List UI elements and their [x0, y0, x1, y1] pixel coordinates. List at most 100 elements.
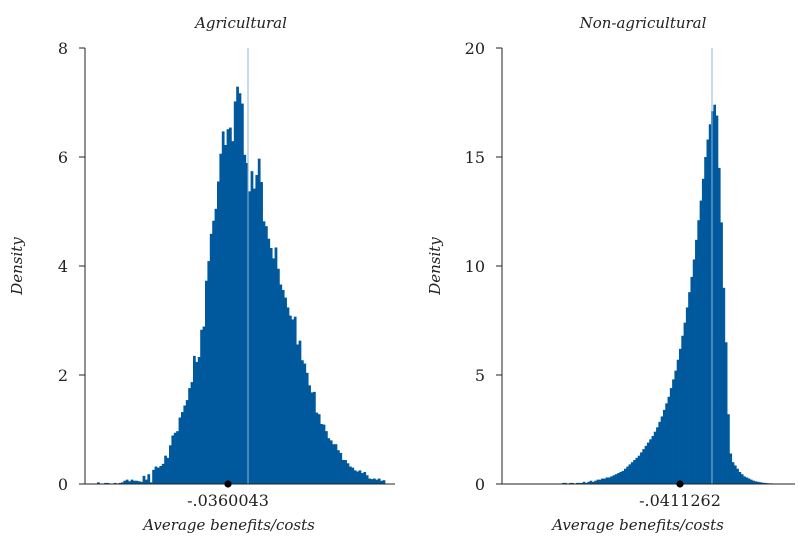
- histogram-bar: [740, 474, 744, 484]
- histogram-bar: [365, 475, 369, 484]
- histogram-bar: [683, 322, 687, 484]
- histogram-bar: [176, 431, 179, 484]
- histogram-bar: [601, 478, 604, 484]
- y-tick-label: 0: [58, 475, 68, 494]
- histogram-bar: [274, 247, 278, 484]
- histogram-bar: [178, 417, 182, 484]
- histogram-bar: [582, 481, 586, 484]
- histogram-bar: [722, 287, 726, 484]
- histogram-bar: [135, 480, 139, 484]
- histogram-bar: [761, 482, 765, 484]
- histogram-bar: [697, 220, 700, 484]
- histogram-bar: [346, 463, 350, 484]
- histogram-bar: [243, 154, 247, 484]
- histogram-bar: [685, 307, 689, 484]
- y-tick-label: 5: [475, 366, 485, 385]
- histogram-bar: [759, 482, 762, 484]
- histogram-bar: [660, 416, 664, 484]
- histogram-bar: [255, 174, 259, 485]
- histogram-bar: [214, 208, 218, 484]
- histogram-bar: [207, 261, 211, 484]
- histogram-bar: [704, 157, 707, 484]
- histogram-bar: [219, 153, 223, 485]
- histogram-bar: [750, 479, 753, 484]
- histogram-bar: [662, 409, 666, 484]
- histogram-bar: [624, 468, 627, 484]
- histogram-bar: [656, 427, 659, 484]
- y-tick-label: 4: [58, 257, 68, 276]
- histogram-bar: [752, 480, 755, 484]
- histogram-bar: [286, 307, 290, 484]
- histogram-bar: [644, 445, 648, 484]
- histogram-bar: [97, 482, 100, 484]
- histogram-bar: [238, 93, 242, 485]
- histogram-bar: [633, 460, 636, 484]
- y-tick-label: 10: [465, 257, 485, 276]
- histogram-bar: [231, 141, 235, 484]
- histogram-bar: [734, 465, 737, 484]
- histogram-bar: [229, 127, 232, 484]
- histogram-bar: [617, 473, 620, 484]
- histogram-bar: [628, 464, 632, 484]
- histogram-bar: [569, 482, 572, 484]
- x-tick-label-agricultural: -.0360043: [187, 491, 269, 510]
- histogram-bar: [329, 440, 333, 484]
- histogram-bar: [361, 473, 364, 484]
- histogram-bar: [669, 388, 673, 484]
- y-axis-label-non-agricultural: Density: [426, 237, 444, 296]
- histogram-bar: [140, 481, 143, 484]
- histogram-bar: [315, 412, 319, 484]
- histogram-bar: [236, 86, 239, 484]
- histogram-bar: [154, 466, 158, 484]
- histogram-bar: [320, 424, 323, 484]
- histogram-bar: [217, 181, 220, 484]
- histogram-bar: [605, 477, 609, 484]
- histogram-bar: [344, 460, 347, 484]
- histogram-bar: [717, 167, 721, 484]
- histogram-bar: [193, 355, 196, 484]
- histogram-bar: [610, 476, 613, 484]
- histogram-bar: [763, 482, 767, 484]
- x-axis-label-non-agricultural: Average benefits/costs: [550, 516, 724, 534]
- histogram-bar: [626, 466, 629, 484]
- histogram-bar: [695, 239, 698, 484]
- histogram-bar: [368, 478, 371, 484]
- histogram-bar: [202, 326, 206, 484]
- histogram-bar: [241, 103, 244, 484]
- histogram-bar: [564, 482, 568, 484]
- histogram-bar: [169, 445, 172, 484]
- histogram-bar: [262, 221, 266, 484]
- histogram-bar: [713, 104, 717, 485]
- histogram-bar: [667, 396, 671, 484]
- histogram-bar: [332, 444, 335, 484]
- histogram-bar: [676, 359, 680, 484]
- panel-agricultural: Agricultural Density 0 2 4 6 8 -.0360043 Ave…: [8, 14, 395, 534]
- histogram-bar: [382, 480, 386, 484]
- histogram-bar: [181, 412, 184, 484]
- histogram-bar: [334, 444, 338, 484]
- histogram-bar: [317, 414, 321, 484]
- histogram-bar: [621, 470, 625, 484]
- histogram-bar: [699, 200, 703, 484]
- y-tick-label: 8: [58, 39, 68, 58]
- histogram-bar: [341, 460, 345, 484]
- histogram-bar: [356, 471, 359, 484]
- histogram-bar: [233, 101, 237, 484]
- histogram-bar: [715, 115, 719, 484]
- histogram-bar: [729, 453, 733, 484]
- histogram-bar: [598, 479, 602, 484]
- histogram-bar: [293, 316, 297, 484]
- histogram-bar: [118, 482, 122, 484]
- histogram-bar: [113, 482, 117, 484]
- histogram-bar: [637, 455, 641, 484]
- histogram-bar: [736, 468, 739, 484]
- histogram-bar: [651, 436, 655, 484]
- histogram-bar: [708, 124, 712, 485]
- histogram-bar: [149, 482, 153, 484]
- y-tick-label: 0: [475, 475, 485, 494]
- histogram-bar: [128, 481, 131, 484]
- histogram-bar: [580, 482, 584, 484]
- histogram-bar: [642, 449, 645, 484]
- histogram-bar: [313, 391, 316, 484]
- histogram-bar: [692, 259, 696, 484]
